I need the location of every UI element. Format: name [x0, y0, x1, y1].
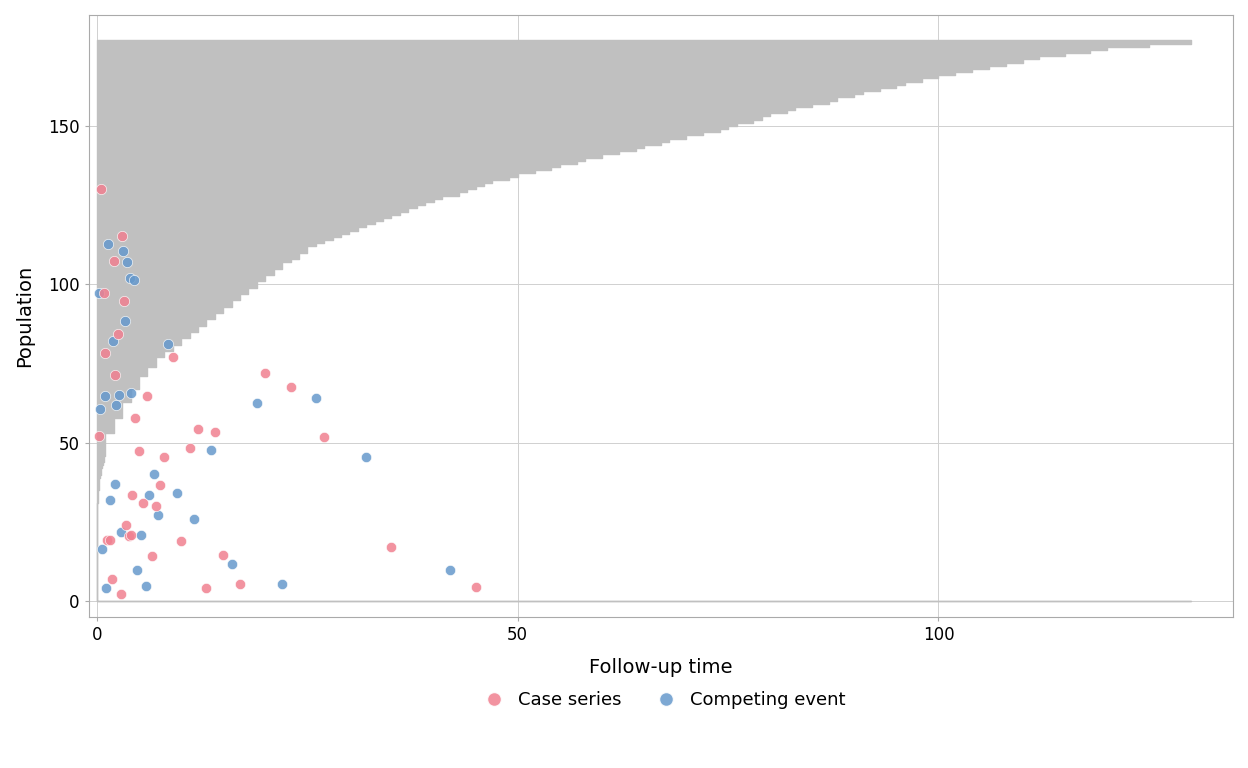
Point — [205, 425, 225, 438]
Point — [125, 412, 145, 425]
Point — [116, 518, 136, 531]
Point — [111, 525, 131, 538]
Point — [119, 529, 139, 541]
Point — [256, 366, 276, 379]
Point — [91, 182, 111, 194]
Point — [89, 287, 109, 300]
Point — [201, 444, 221, 456]
Point — [139, 489, 158, 502]
Point — [100, 494, 120, 506]
Point — [122, 489, 142, 502]
Point — [158, 338, 178, 350]
Point — [146, 500, 166, 512]
Point — [90, 430, 110, 442]
Point — [106, 369, 126, 381]
Point — [109, 328, 129, 340]
Point — [466, 581, 485, 593]
Point — [441, 564, 461, 577]
Point — [90, 402, 110, 415]
Point — [121, 387, 141, 399]
Point — [120, 272, 140, 284]
Point — [196, 582, 216, 594]
Point — [180, 442, 200, 455]
Point — [213, 548, 233, 561]
Point — [104, 335, 124, 347]
X-axis label: Follow-up time: Follow-up time — [589, 658, 733, 677]
Point — [188, 422, 208, 435]
Point — [114, 245, 134, 257]
Point — [137, 389, 157, 402]
Point — [306, 392, 326, 404]
Point — [314, 431, 334, 443]
Point — [117, 256, 137, 268]
Point — [121, 529, 141, 541]
Point — [222, 558, 242, 570]
Point — [102, 572, 122, 584]
Point — [281, 381, 301, 393]
Point — [124, 274, 144, 286]
Point — [382, 541, 402, 554]
Point — [105, 478, 125, 490]
Point — [97, 534, 117, 546]
Point — [134, 498, 154, 510]
Point — [94, 286, 114, 299]
Point — [150, 479, 170, 492]
Point — [100, 534, 120, 546]
Point — [162, 351, 182, 363]
Point — [97, 238, 117, 250]
Point — [114, 294, 134, 306]
Point — [145, 468, 165, 481]
Point — [142, 550, 162, 562]
Point — [106, 399, 126, 412]
Point — [115, 315, 135, 327]
Point — [356, 451, 376, 463]
Point — [183, 513, 203, 525]
Point — [136, 580, 156, 592]
Point — [155, 451, 175, 463]
Point — [95, 389, 115, 402]
Point — [92, 543, 112, 555]
Y-axis label: Population: Population — [15, 265, 34, 367]
Point — [104, 255, 124, 267]
Point — [131, 529, 151, 541]
Legend: Case series, Competing event: Case series, Competing event — [469, 684, 852, 717]
Point — [147, 509, 167, 521]
Point — [167, 487, 187, 499]
Point — [112, 230, 132, 242]
Point — [171, 535, 191, 547]
Point — [127, 564, 147, 577]
Point — [129, 445, 149, 457]
Point — [230, 578, 250, 591]
Point — [272, 578, 292, 591]
Point — [247, 397, 267, 409]
Point — [96, 581, 116, 594]
Point — [95, 346, 115, 359]
Point — [109, 389, 129, 402]
Point — [111, 588, 131, 600]
